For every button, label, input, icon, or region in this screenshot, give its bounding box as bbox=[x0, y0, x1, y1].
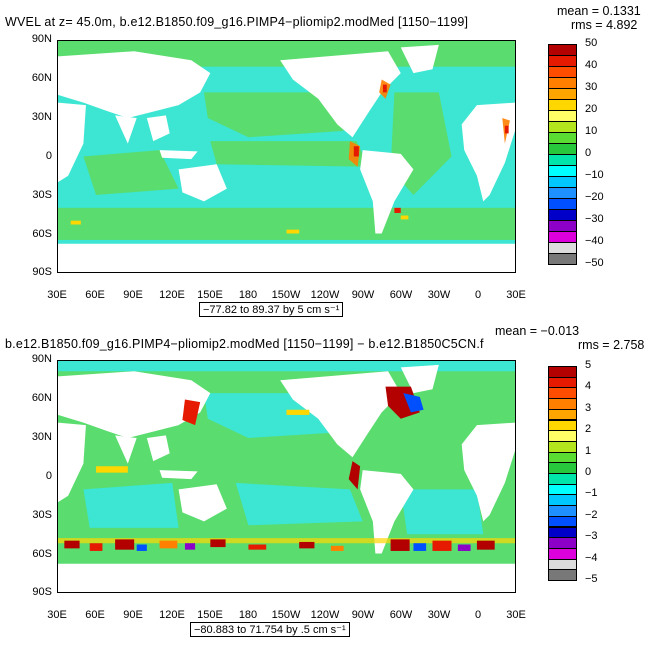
top-map-panel: WVEL at z= 45.0m, b.e12.B1850.f09_g16.PI… bbox=[0, 0, 647, 320]
colorbar-swatch bbox=[548, 569, 577, 581]
colorbar-tick-label: −40 bbox=[585, 235, 604, 247]
x-tick-label: 90E bbox=[123, 609, 143, 621]
colorbar-tick-label: −10 bbox=[585, 169, 604, 181]
map-plot-area bbox=[57, 360, 516, 593]
colorbar-tick-label: −5 bbox=[585, 573, 598, 585]
colorbar-tick-label: 20 bbox=[585, 103, 598, 115]
y-tick-label: 60N bbox=[31, 392, 52, 404]
colorbar-tick-label: −3 bbox=[585, 530, 598, 543]
land-masses bbox=[58, 364, 515, 592]
panel-title: WVEL at z= 45.0m, b.e12.B1850.f09_g16.PI… bbox=[5, 15, 469, 29]
x-tick-label: 90E bbox=[123, 289, 143, 301]
x-tick-label: 30E bbox=[47, 609, 67, 621]
x-tick-label: 120E bbox=[159, 289, 185, 301]
y-tick-label: 60S bbox=[32, 548, 52, 560]
colorbar-tick-label: 40 bbox=[585, 59, 598, 71]
colorbar-tick-label: −4 bbox=[585, 551, 598, 564]
x-tick-label: 120W bbox=[310, 289, 340, 301]
y-tick-label: 0 bbox=[45, 470, 52, 482]
rms-value: rms = 4.892 bbox=[571, 18, 638, 32]
x-tick-label: 150W bbox=[271, 609, 301, 621]
y-tick-label: 0 bbox=[45, 150, 52, 162]
x-tick-label: 90W bbox=[351, 609, 375, 621]
contour-range-box: −80.883 to 71.754 by .5 cm s⁻¹ bbox=[190, 622, 350, 637]
x-tick-label: 30W bbox=[427, 609, 451, 621]
x-tick-label: 150E bbox=[197, 609, 223, 621]
contour-range-box: −77.82 to 89.37 by 5 cm s⁻¹ bbox=[199, 302, 344, 317]
y-tick-label: 90S bbox=[32, 586, 52, 598]
colorbar-tick-label: −30 bbox=[585, 213, 604, 225]
x-tick-label: 60W bbox=[389, 609, 413, 621]
colorbar-tick-label: −50 bbox=[585, 257, 604, 269]
southern-ocean-anomalies bbox=[58, 538, 515, 551]
colorbar-tick-label: −20 bbox=[585, 191, 604, 203]
colorbar-tick-label: −2 bbox=[585, 508, 598, 521]
bottom-map-panel: b.e12.B1850.f09_g16.PIMP4−pliomip2.modMe… bbox=[0, 320, 647, 647]
colorbar-tick-label: −1 bbox=[585, 487, 598, 500]
x-tick-label: 60W bbox=[389, 289, 413, 301]
map-plot-area bbox=[57, 40, 516, 273]
x-tick-label: 30E bbox=[47, 289, 67, 301]
x-tick-label: 60E bbox=[85, 609, 105, 621]
x-tick-label: 180 bbox=[238, 289, 258, 301]
rms-value: rms = 2.758 bbox=[578, 338, 645, 352]
x-tick-label: 90W bbox=[351, 289, 375, 301]
x-tick-label: 30E bbox=[506, 609, 526, 621]
mean-value: mean = −0.013 bbox=[495, 324, 580, 338]
colorbar-tick-label: 2 bbox=[585, 423, 592, 436]
y-tick-label: 90N bbox=[31, 33, 52, 45]
colorbar-tick-label: 50 bbox=[585, 37, 598, 49]
colorbar-tick-label: 0 bbox=[585, 466, 592, 478]
land-masses bbox=[58, 44, 515, 272]
map-field bbox=[58, 41, 515, 272]
colorbar bbox=[548, 366, 577, 581]
colorbar-tick-label: 1 bbox=[585, 444, 592, 457]
y-tick-label: 90N bbox=[31, 353, 52, 365]
y-tick-label: 60S bbox=[32, 228, 52, 240]
y-tick-label: 30N bbox=[31, 111, 52, 123]
colorbar bbox=[548, 44, 577, 265]
colorbar-tick-label: 10 bbox=[585, 125, 598, 137]
x-tick-label: 30E bbox=[506, 289, 526, 301]
x-tick-label: 120W bbox=[310, 609, 340, 621]
x-tick-label: 150W bbox=[271, 289, 301, 301]
colorbar-tick-label: 4 bbox=[585, 380, 592, 393]
x-tick-label: 60E bbox=[85, 289, 105, 301]
mean-value: mean = 0.1331 bbox=[557, 4, 641, 18]
map-field bbox=[58, 361, 515, 592]
colorbar-tick-label: 5 bbox=[585, 359, 592, 371]
y-tick-label: 30S bbox=[32, 189, 52, 201]
x-tick-label: 30W bbox=[427, 289, 451, 301]
y-tick-label: 30S bbox=[32, 509, 52, 521]
colorbar-tick-label: 0 bbox=[585, 147, 592, 159]
y-tick-label: 30N bbox=[31, 431, 52, 443]
y-tick-label: 90S bbox=[32, 266, 52, 278]
colorbar-tick-label: 30 bbox=[585, 81, 598, 93]
panel-title: b.e12.B1850.f09_g16.PIMP4−pliomip2.modMe… bbox=[5, 337, 484, 351]
x-tick-label: 0 bbox=[474, 289, 482, 301]
x-tick-label: 120E bbox=[159, 609, 185, 621]
colorbar-swatch bbox=[548, 253, 577, 265]
colorbar-tick-label: 3 bbox=[585, 401, 592, 414]
x-tick-label: 180 bbox=[238, 609, 258, 621]
x-tick-label: 150E bbox=[197, 289, 223, 301]
y-tick-label: 60N bbox=[31, 72, 52, 84]
x-tick-label: 0 bbox=[474, 609, 482, 621]
